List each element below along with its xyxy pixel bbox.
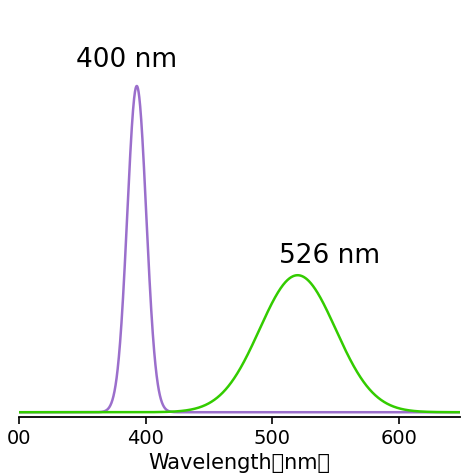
X-axis label: Wavelength（nm）: Wavelength（nm）: [148, 454, 330, 474]
Text: 400 nm: 400 nm: [76, 47, 177, 73]
Text: 526 nm: 526 nm: [279, 243, 380, 269]
